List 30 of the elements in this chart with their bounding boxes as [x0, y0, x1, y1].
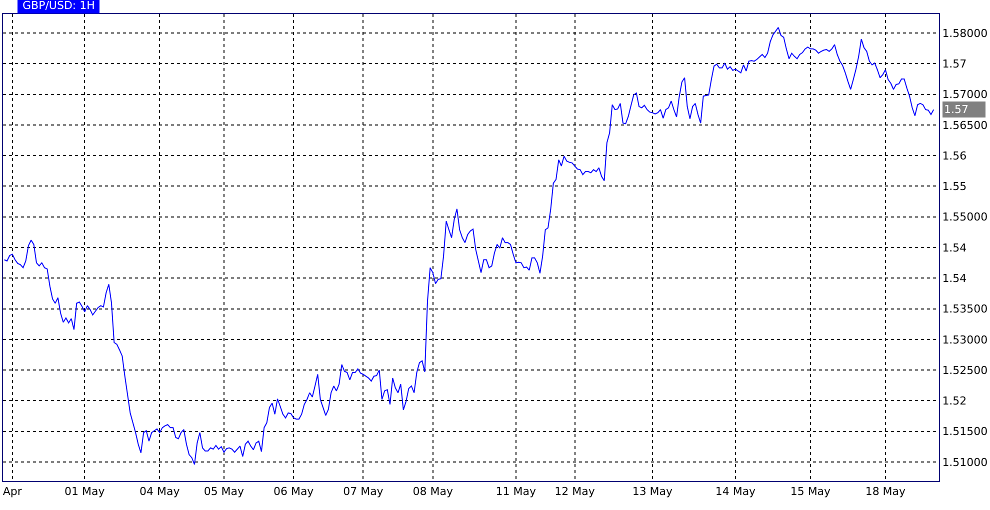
y-tick-label: 1.54 — [942, 241, 967, 254]
x-tick-label: 11 May — [496, 485, 536, 498]
x-tick-label: 04 May — [140, 485, 180, 498]
y-tick-label: 1.52500 — [942, 364, 988, 377]
y-tick-label: 1.51000 — [942, 456, 988, 469]
x-tick-label: 07 May — [343, 485, 384, 498]
y-tick-label: 1.55000 — [942, 210, 988, 224]
x-tick-label: 08 May — [412, 485, 454, 498]
x-tick-label: Apr — [2, 485, 22, 498]
x-tick-label: 15 May — [790, 485, 832, 498]
y-tick-label: 1.56 — [942, 149, 967, 162]
x-tick-label: 06 May — [273, 485, 314, 498]
line-series — [4, 26, 934, 465]
y-tick-label: 1.54 — [942, 272, 967, 285]
y-tick-label: 1.53500 — [942, 302, 988, 316]
x-tick-label: 05 May — [204, 485, 245, 498]
y-tick-label: 1.57000 — [942, 88, 988, 102]
y-tick-label: 1.53000 — [942, 333, 988, 346]
y-tick-label: 1.52 — [942, 394, 967, 408]
y-tick-label: 1.56500 — [942, 118, 988, 132]
x-tick-label: 18 May — [865, 485, 906, 498]
y-tick-label: 1.58000 — [942, 26, 988, 40]
y-tick-label: 1.55 — [942, 180, 967, 194]
x-tick-label: 01 May — [64, 485, 106, 498]
x-tick-label: 12 May — [554, 485, 596, 498]
x-tick-label: 14 May — [715, 485, 756, 498]
y-tick-label: 1.57 — [942, 57, 967, 70]
x-tick-label: 13 May — [632, 485, 674, 498]
chart-title: GBP/USD: 1H — [19, 0, 98, 12]
y-tick-label: 1.51500 — [942, 425, 988, 438]
